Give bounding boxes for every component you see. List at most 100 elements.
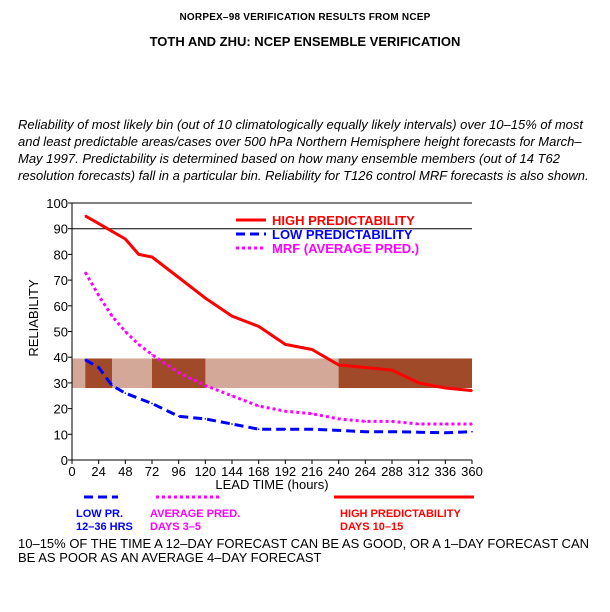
- x-tick-label: 288: [381, 464, 403, 479]
- series-0-point: [151, 256, 153, 258]
- bottom-legend-label: AVERAGE PRED.: [150, 508, 240, 520]
- figure-description: Reliability of most likely bin (out of 1…: [18, 117, 589, 183]
- series-1-point: [124, 392, 127, 394]
- y-tick-label: 30: [54, 376, 68, 391]
- series-2-point: [111, 315, 113, 317]
- series-0-point: [337, 364, 340, 366]
- series-1-point: [97, 366, 100, 369]
- series-0-point: [111, 230, 113, 233]
- series-2-point: [124, 330, 127, 333]
- series-2-point: [311, 412, 313, 415]
- bottom-legend-label: HIGH PREDICTABILITY: [340, 508, 461, 520]
- legend-label: HIGH PREDICTABILITY: [272, 213, 415, 228]
- series-1-point: [177, 415, 180, 418]
- y-tick-label: 100: [46, 196, 68, 211]
- legend-label: LOW PREDICTABILITY: [272, 227, 413, 242]
- series-2-point: [391, 420, 393, 423]
- axes: 0 10 20 30 40 50 60 70 80 90 100 0 24 48 72 96 120 144 168…: [46, 196, 483, 479]
- x-tick-label: 240: [328, 464, 350, 479]
- x-tick-label: 24: [91, 464, 105, 479]
- series-1-point: [284, 428, 287, 430]
- series-2-point: [137, 343, 140, 346]
- data-series: [84, 214, 473, 435]
- series-1-point: [204, 418, 207, 420]
- series-0-point: [364, 366, 367, 369]
- series-0-point: [84, 215, 87, 217]
- legend-label: MRF (AVERAGE PRED.): [272, 241, 419, 256]
- series-2-point: [417, 423, 420, 425]
- y-tick-label: 10: [54, 427, 68, 442]
- series-1-point: [111, 384, 113, 387]
- y-tick-label: 60: [54, 299, 68, 314]
- x-tick-label: 264: [354, 464, 376, 479]
- x-tick-label: 168: [248, 464, 270, 479]
- report-header: NORPEX–98 VERIFICATION RESULTS FROM NCEP: [179, 12, 431, 23]
- series-0-point: [444, 387, 447, 389]
- bottom-legend-sublabel: DAYS 3–5: [150, 521, 201, 533]
- bottom-legend-sublabel: DAYS 10–15: [340, 521, 403, 533]
- y-tick-label: 50: [54, 325, 68, 340]
- series-2-point: [364, 420, 367, 423]
- bottom-legend: LOW PR.12–36 HRS AVERAGE PRED.DAYS 3–5 HIG…: [76, 495, 474, 533]
- series-1-point: [471, 430, 473, 433]
- bottom-legend-label: LOW PR.: [76, 508, 123, 520]
- series-0-point: [391, 369, 393, 371]
- y-tick-label: 0: [61, 453, 68, 468]
- series-0-point: [471, 389, 473, 392]
- series-2-point: [84, 271, 87, 274]
- y-tick-label: 40: [54, 350, 68, 365]
- footer-note: 10–15% OF THE TIME A 12–DAY FORECAST CAN…: [18, 536, 589, 565]
- y-tick-label: 20: [54, 402, 68, 417]
- series-1-point: [151, 402, 153, 405]
- x-tick-label: 0: [68, 464, 75, 479]
- series-0-point: [417, 382, 420, 384]
- series-0-point: [204, 297, 207, 299]
- series-0-point: [284, 343, 287, 346]
- series-1-point: [364, 430, 367, 433]
- y-tick-label: 80: [54, 247, 68, 262]
- x-tick-label: 360: [461, 464, 483, 479]
- series-2-point: [177, 371, 180, 374]
- series-1-point: [391, 430, 393, 433]
- x-tick-label: 72: [145, 464, 159, 479]
- series-2-point: [151, 353, 153, 356]
- x-tick-label: 120: [194, 464, 216, 479]
- series-1-point: [311, 428, 313, 430]
- series-0-point: [137, 253, 140, 256]
- series-2-point: [257, 405, 260, 407]
- predictability-band: [72, 358, 472, 389]
- series-2-point: [231, 394, 233, 397]
- series-2-point: [471, 423, 473, 425]
- series-1-point: [257, 428, 260, 430]
- series-1-point: [84, 358, 87, 361]
- y-axis-label: RELIABILITY: [26, 279, 41, 357]
- x-axis-label: LEAD TIME (hours): [215, 477, 328, 492]
- series-line-1: [84, 358, 473, 435]
- report-title: TOTH AND ZHU: NCEP ENSEMBLE VERIFICATION: [149, 34, 461, 49]
- x-tick-label: 48: [118, 464, 132, 479]
- x-tick-label: 216: [301, 464, 323, 479]
- series-line-2: [84, 271, 472, 426]
- series-1-point: [444, 431, 447, 434]
- y-tick-label: 90: [54, 222, 68, 237]
- series-1-point: [337, 429, 340, 432]
- band-dark-2: [338, 358, 472, 389]
- series-2-point: [204, 384, 207, 387]
- x-tick-label: 96: [171, 464, 185, 479]
- x-tick-label: 144: [221, 464, 243, 479]
- x-tick-label: 192: [274, 464, 296, 479]
- series-2-point: [284, 410, 287, 412]
- series-0-point: [97, 222, 100, 225]
- series-0-point: [124, 238, 127, 240]
- series-0-point: [311, 348, 313, 351]
- y-tick-label: 70: [54, 273, 68, 288]
- series-0-point: [257, 325, 260, 328]
- series-0-point: [231, 315, 233, 317]
- series-1-point: [417, 431, 420, 434]
- x-tick-label: 336: [434, 464, 456, 479]
- series-0-point: [177, 276, 180, 279]
- series-2-point: [97, 294, 100, 297]
- series-2-point: [444, 423, 447, 425]
